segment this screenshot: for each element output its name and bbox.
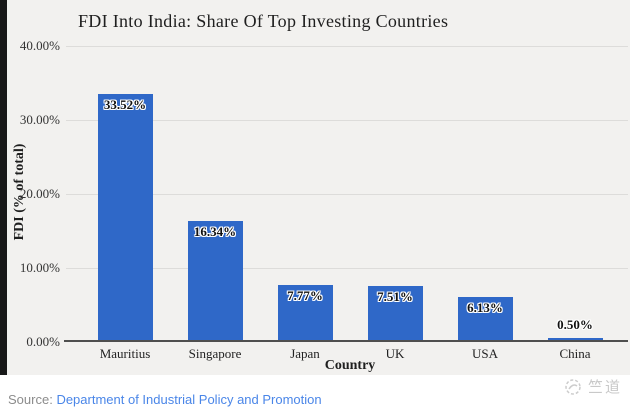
left-border-stripe — [0, 0, 7, 375]
x-axis-title: Country — [324, 358, 376, 373]
bar-value-label: 16.34% — [193, 224, 237, 240]
zhudao-logo-icon — [565, 378, 581, 395]
chart-title: FDI Into India: Share Of Top Investing C… — [78, 11, 449, 31]
source-prefix-label: Source: — [8, 392, 53, 407]
bar-value-label: 6.13% — [467, 299, 503, 315]
x-category-label: USA — [471, 346, 498, 361]
y-tick-label: 40.00% — [19, 38, 60, 53]
source-line: Source: Department of Industrial Policy … — [8, 392, 322, 407]
y-tick-label: 10.00% — [19, 260, 60, 275]
bar-value-label: 33.52% — [103, 96, 147, 112]
gridline — [66, 119, 628, 121]
bar-japan — [277, 284, 333, 342]
x-category-label: China — [559, 346, 591, 361]
x-category-label: Singapore — [188, 346, 242, 361]
x-axis-line — [64, 340, 628, 342]
bar-singapore — [187, 221, 243, 342]
y-tick-label: 0.00% — [26, 334, 60, 349]
watermark-text: 竺道 — [587, 378, 622, 396]
bar-value-label: 0.50% — [557, 317, 593, 333]
source-link[interactable]: Department of Industrial Policy and Prom… — [56, 392, 322, 407]
x-category-label: UK — [385, 346, 405, 361]
gridline — [66, 267, 628, 269]
bar-usa — [457, 296, 513, 342]
bar-value-label: 7.77% — [287, 287, 323, 303]
x-category-label: Japan — [290, 346, 320, 361]
fdi-bar-chart: FDI Into India: Share Of Top Investing C… — [0, 0, 630, 375]
x-category-label: Mauritius — [99, 346, 151, 361]
bar-mauritius — [97, 93, 153, 342]
gridline — [66, 45, 628, 47]
watermark: 竺道 — [563, 376, 622, 397]
bar-value-label: 7.51% — [377, 289, 413, 305]
y-tick-label: 20.00% — [19, 186, 60, 201]
gridline — [66, 193, 628, 195]
y-tick-label: 30.00% — [19, 112, 60, 127]
bar-uk — [367, 286, 423, 342]
